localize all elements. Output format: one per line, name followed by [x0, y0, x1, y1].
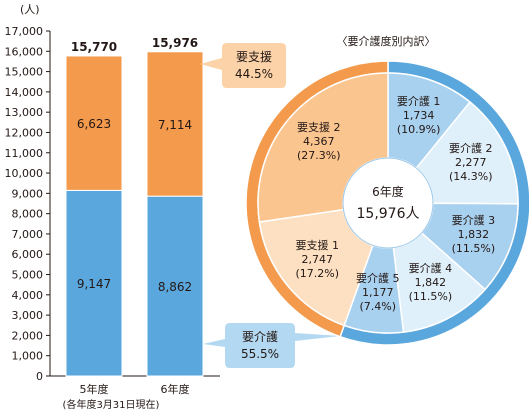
bar-value-label: 9,147 [77, 277, 111, 291]
donut-chart-panel: 〈要介護度別内訳〉 6年度 15,976人 要介護 11,734(10.9%) 要… [245, 34, 529, 346]
bar-total-label: 15,976 [152, 36, 198, 50]
slice-name-label: 要支援 1 [295, 238, 339, 252]
donut-title: 〈要介護度別内訳〉 [337, 34, 436, 48]
donut-slice-labels: 要介護 11,734(10.9%)要介護 22,277(14.3%)要介護 31… [295, 94, 495, 313]
y-axis-ticks: 0 1,000 2,000 3,000 4,000 5,000 6,000 7,000 8,00… [5, 25, 50, 383]
slice-value-label: 1,832 [458, 228, 490, 241]
bar-value-label: 6,623 [77, 117, 111, 131]
y-tick-label: 13,000 [5, 106, 44, 119]
y-tick-label: 4,000 [12, 289, 44, 302]
y-tick-label: 5,000 [12, 269, 44, 282]
slice-name-label: 要介護 3 [452, 213, 496, 227]
slice-value-label: 1,842 [415, 276, 447, 289]
y-tick-label: 2,000 [12, 329, 44, 342]
y-tick-label: 12,000 [5, 126, 44, 139]
callout-care-label: 要介護 [242, 329, 278, 344]
slice-percent-label: (11.5%) [452, 242, 496, 255]
donut-inner-slices [257, 72, 519, 334]
y-tick-label: 0 [36, 370, 43, 383]
x-category-label: 5年度 [80, 382, 109, 396]
y-tick-label: 7,000 [12, 228, 44, 241]
y-tick-label: 11,000 [5, 147, 44, 160]
callout-support-box [200, 43, 286, 88]
slice-value-label: 2,747 [301, 253, 333, 266]
slice-value-label: 1,734 [403, 109, 435, 122]
stacked-bars: 9,147 6,623 15,770 5年度 8,862 7,114 15,976 6年度 [65, 36, 204, 396]
slice-value-label: 2,277 [455, 156, 487, 169]
slice-percent-label: (11.5%) [409, 290, 453, 303]
slice-percent-label: (10.9%) [397, 123, 441, 136]
callout-care-box [203, 323, 340, 368]
slice-name-label: 要介護 4 [409, 261, 453, 275]
bar-segment [146, 51, 204, 197]
slice-name-label: 要介護 5 [356, 271, 400, 285]
callout-care-percent: 55.5% [241, 347, 279, 361]
y-tick-label: 17,000 [5, 25, 44, 38]
bar-chart-panel: 0 1,000 2,000 3,000 4,000 5,000 6,000 7,000 8,00… [5, 3, 220, 411]
y-tick-label: 6,000 [12, 248, 44, 261]
slice-name-label: 要介護 2 [449, 141, 493, 155]
slice-percent-label: (14.3%) [449, 170, 493, 183]
y-tick-label: 14,000 [5, 86, 44, 99]
y-tick-label: 1,000 [12, 350, 44, 363]
x-category-label: 6年度 [161, 382, 190, 396]
slice-value-label: 1,177 [362, 286, 394, 299]
donut-center-value: 15,976人 [357, 206, 420, 222]
slice-percent-label: (7.4%) [359, 300, 396, 313]
date-note: (各年度3月31日現在) [63, 398, 160, 411]
slice-name-label: 要介護 1 [397, 94, 441, 108]
callout-support-label: 要支援 [236, 50, 272, 64]
slice-percent-label: (27.3%) [297, 149, 341, 162]
slice-name-label: 要支援 2 [297, 120, 341, 134]
bar-value-label: 8,862 [158, 280, 192, 294]
bar-segment [146, 195, 204, 377]
donut-center-label: 6年度 [372, 184, 404, 199]
bar-segment [65, 189, 123, 377]
y-tick-label: 10,000 [5, 167, 44, 180]
y-tick-label: 9,000 [12, 187, 44, 200]
y-tick-label: 8,000 [12, 208, 44, 221]
bar-total-label: 15,770 [71, 40, 117, 54]
bar-segment [65, 55, 123, 191]
y-tick-label: 16,000 [5, 45, 44, 58]
y-unit-label: (人) [20, 3, 40, 16]
donut-center-circle [342, 157, 434, 249]
y-tick-label: 3,000 [12, 309, 44, 322]
callout-support-percent: 44.5% [235, 67, 273, 81]
callout-care: 要介護 55.5% [203, 323, 340, 368]
slice-percent-label: (17.2%) [295, 267, 339, 280]
slice-value-label: 4,367 [303, 135, 335, 148]
callout-support: 要支援 44.5% [200, 43, 286, 88]
bar-value-label: 7,114 [158, 118, 192, 132]
y-tick-label: 15,000 [5, 66, 44, 79]
